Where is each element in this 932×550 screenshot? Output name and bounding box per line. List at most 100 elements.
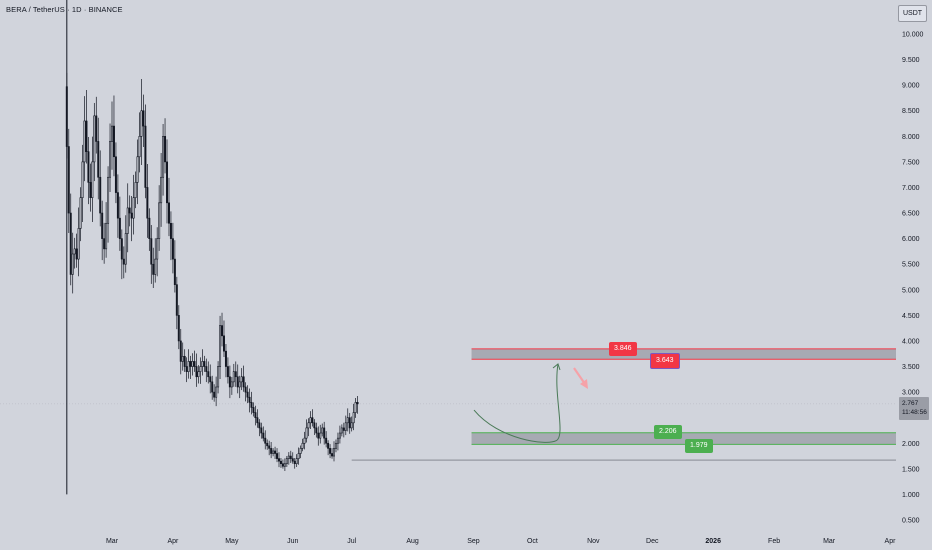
candle <box>144 104 147 199</box>
candle-body <box>221 325 224 337</box>
candle <box>99 150 102 227</box>
candle <box>307 418 310 437</box>
candle <box>103 222 106 264</box>
candle-body <box>85 120 88 152</box>
candle-body <box>262 432 265 439</box>
candle-body <box>291 458 294 462</box>
x-tick-label: 2026 <box>705 538 721 545</box>
x-tick-label: Oct <box>527 538 538 545</box>
x-tick-label: Apr <box>885 538 897 545</box>
candle-body <box>140 110 143 137</box>
x-tick-label: Aug <box>406 538 419 545</box>
candle <box>150 225 153 284</box>
candle-body <box>191 361 194 367</box>
candle-body <box>203 361 206 367</box>
candle <box>289 450 292 463</box>
candle <box>327 440 330 456</box>
candle <box>89 163 92 212</box>
candle <box>154 238 157 283</box>
candle-body <box>295 458 298 465</box>
candle <box>317 426 320 446</box>
candle-body <box>327 442 330 449</box>
candle-body <box>150 238 153 265</box>
candle <box>238 375 241 399</box>
y-tick-label: 1.000 <box>902 492 920 499</box>
candle <box>177 305 180 350</box>
candle <box>156 227 159 277</box>
current-price-value: 2.767 <box>902 400 919 407</box>
candle <box>77 207 80 277</box>
candle-body <box>173 258 176 285</box>
candle-body <box>250 402 253 408</box>
projection-arrowhead <box>552 363 561 371</box>
candle <box>189 355 192 380</box>
candle-body <box>276 453 279 459</box>
candle <box>266 439 269 450</box>
candle <box>333 441 335 462</box>
candle <box>340 424 343 437</box>
candle-body <box>201 361 204 367</box>
x-tick-label: Jul <box>347 538 356 545</box>
candle-body <box>142 110 145 127</box>
candle <box>287 452 290 465</box>
candle <box>199 357 202 384</box>
candle-body <box>348 417 351 429</box>
candle-body <box>228 376 231 388</box>
candle <box>85 90 88 164</box>
candle-body <box>156 238 159 260</box>
y-tick-label: 8.000 <box>902 134 920 141</box>
candle <box>217 361 220 394</box>
x-tick-label: May <box>225 538 239 545</box>
candle <box>97 117 100 200</box>
candle-body <box>122 258 125 265</box>
candle-body <box>230 381 233 388</box>
candle-body <box>126 207 129 234</box>
candle <box>112 95 115 177</box>
candle-body <box>128 207 131 214</box>
candle <box>132 174 135 235</box>
candle <box>270 441 273 459</box>
candle-body <box>109 141 112 178</box>
candle-body <box>256 417 259 424</box>
candle <box>193 350 196 372</box>
candle-body <box>71 253 74 275</box>
candle <box>276 448 279 463</box>
candle-body <box>87 151 90 183</box>
candle-body <box>270 448 273 454</box>
candle-body <box>311 417 314 424</box>
y-tick-label: 9.500 <box>902 57 920 64</box>
candle <box>260 422 263 439</box>
candle-body <box>132 197 135 219</box>
currency-button[interactable]: USDT <box>898 5 927 22</box>
candle <box>114 142 117 204</box>
candle-body <box>101 212 104 239</box>
candle-body <box>81 161 84 199</box>
candle <box>69 193 72 286</box>
support-top-label: 2.206 <box>654 425 682 439</box>
candle <box>258 419 261 437</box>
candle-body <box>338 432 341 439</box>
candle-body <box>297 453 300 459</box>
candle <box>348 412 351 434</box>
candle <box>268 440 271 456</box>
candle-body <box>242 376 245 388</box>
candle-body <box>136 156 139 183</box>
candle-body <box>103 238 106 250</box>
candle <box>272 448 275 457</box>
candle <box>167 177 170 237</box>
candle-body <box>309 417 312 424</box>
symbol-title[interactable]: BERA / TetherUS · 1D · BINANCE <box>6 5 123 14</box>
candle-body <box>356 402 359 405</box>
candle-body <box>246 391 249 398</box>
candle <box>152 247 155 288</box>
candle-body <box>160 176 163 204</box>
candle-body <box>152 263 155 275</box>
candle <box>250 391 253 415</box>
candle <box>109 123 112 192</box>
candle-body <box>342 427 345 431</box>
candle-body <box>354 402 357 413</box>
candle <box>205 358 208 383</box>
candle-body <box>293 460 296 465</box>
